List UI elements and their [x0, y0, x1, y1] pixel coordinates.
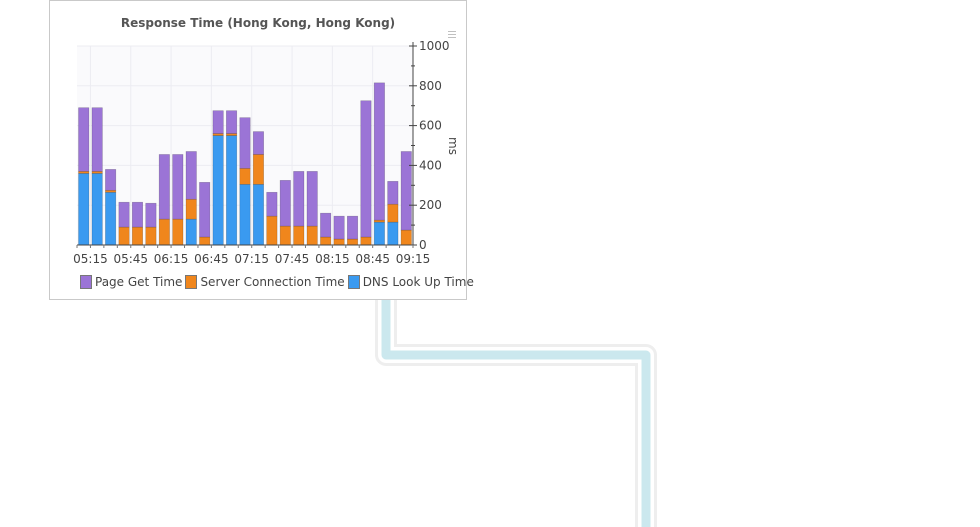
bar-page-get-time[interactable] — [400, 151, 412, 231]
bar-server-connection-time[interactable] — [387, 203, 399, 223]
chart-menu-icon[interactable] — [448, 31, 456, 39]
y-tick-label: 0 — [419, 238, 427, 252]
y-tick-label: 400 — [419, 158, 442, 172]
bar-page-get-time[interactable] — [145, 202, 157, 228]
bar-page-get-time[interactable] — [346, 215, 359, 240]
bar-dns-look-up-time[interactable] — [373, 221, 385, 246]
bar-page-get-time[interactable] — [333, 215, 345, 240]
x-tick-label: 07:15 — [234, 252, 269, 266]
bar-server-connection-time[interactable] — [360, 236, 372, 246]
bar-page-get-time[interactable] — [118, 201, 130, 228]
bar-server-connection-time[interactable] — [131, 226, 144, 246]
bar-dns-look-up-time[interactable] — [185, 218, 197, 246]
legend-swatch-server-connection — [185, 275, 198, 289]
bar-page-get-time[interactable] — [158, 154, 170, 220]
x-tick-label: 08:15 — [315, 252, 350, 266]
x-tick-label: 09:15 — [396, 252, 431, 266]
bar-server-connection-time[interactable] — [185, 198, 197, 220]
legend-label-server-connection: Server Connection Time — [200, 275, 345, 289]
bar-page-get-time[interactable] — [360, 100, 372, 238]
bar-dns-look-up-time[interactable] — [387, 221, 399, 246]
bar-page-get-time[interactable] — [373, 82, 385, 221]
bar-server-connection-time[interactable] — [400, 229, 412, 246]
legend-item-page-get-time[interactable]: Page Get Time — [80, 275, 182, 289]
bar-server-connection-time[interactable] — [199, 236, 211, 246]
bar-page-get-time[interactable] — [105, 169, 117, 191]
bar-page-get-time[interactable] — [226, 110, 238, 134]
bar-server-connection-time[interactable] — [172, 218, 184, 246]
bar-page-get-time[interactable] — [212, 110, 224, 134]
bar-server-connection-time[interactable] — [252, 154, 264, 185]
chart-plot: 0 200 400 600 800 1000 ms 05:15 05:45 06:15 06:45 0… — [73, 39, 460, 266]
bar-page-get-time[interactable] — [199, 182, 211, 238]
bar-dns-look-up-time[interactable] — [105, 191, 117, 246]
bar-dns-look-up-time[interactable] — [91, 173, 103, 246]
legend-label-page-get: Page Get Time — [95, 275, 183, 289]
bar-page-get-time[interactable] — [78, 107, 90, 172]
bar-dns-look-up-time[interactable] — [239, 184, 251, 246]
x-tick-label: 06:45 — [194, 252, 229, 266]
y-axis-unit-label: ms — [446, 137, 460, 155]
bar-server-connection-time[interactable] — [279, 225, 291, 246]
bar-page-get-time[interactable] — [306, 171, 318, 227]
bar-dns-look-up-time[interactable] — [252, 184, 264, 246]
chart-title: Response Time (Hong Kong, Hong Kong) — [120, 16, 396, 30]
bar-server-connection-time[interactable] — [118, 226, 130, 246]
x-tick-label: 05:15 — [73, 252, 108, 266]
legend-item-server-connection-time[interactable]: Server Connection Time — [185, 275, 345, 289]
bar-page-get-time[interactable] — [172, 154, 184, 220]
x-tick-label: 08:45 — [355, 252, 390, 266]
bar-page-get-time[interactable] — [91, 107, 103, 172]
bar-page-get-time[interactable] — [131, 201, 144, 228]
legend-swatch-dns-lookup — [347, 275, 360, 289]
bar-server-connection-time[interactable] — [266, 215, 278, 246]
response-time-chart-panel: Response Time (Hong Kong, Hong Kong) 0 20… — [49, 0, 474, 300]
bar-page-get-time[interactable] — [185, 151, 197, 200]
bar-page-get-time[interactable] — [293, 171, 305, 227]
x-tick-label: 06:15 — [154, 252, 189, 266]
bar-dns-look-up-time[interactable] — [226, 135, 238, 246]
chart-legend: Page Get Time Server Connection Time DNS… — [80, 273, 477, 291]
bar-page-get-time[interactable] — [252, 131, 264, 155]
legend-label-dns-lookup: DNS Look Up Time — [362, 275, 474, 289]
bar-dns-look-up-time[interactable] — [78, 173, 90, 246]
y-tick-label: 1000 — [419, 39, 450, 53]
bar-server-connection-time[interactable] — [158, 218, 170, 246]
bar-page-get-time[interactable] — [266, 191, 278, 217]
bar-server-connection-time[interactable] — [346, 238, 359, 246]
bar-page-get-time[interactable] — [239, 117, 251, 169]
bar-server-connection-time[interactable] — [293, 225, 305, 246]
y-tick-label: 800 — [419, 79, 442, 93]
y-tick-label: 200 — [419, 198, 442, 212]
legend-item-dns-look-up-time[interactable]: DNS Look Up Time — [347, 275, 474, 289]
bar-page-get-time[interactable] — [387, 181, 399, 205]
bar-server-connection-time[interactable] — [306, 225, 318, 246]
bar-server-connection-time[interactable] — [239, 168, 251, 185]
bar-server-connection-time[interactable] — [333, 238, 345, 246]
bar-server-connection-time[interactable] — [145, 226, 157, 246]
y-tick-label: 600 — [419, 119, 442, 133]
bar-page-get-time[interactable] — [279, 180, 291, 227]
bar-server-connection-time[interactable] — [320, 236, 332, 246]
x-tick-label: 05:45 — [113, 252, 148, 266]
bar-page-get-time[interactable] — [320, 212, 332, 238]
x-tick-label: 07:45 — [275, 252, 310, 266]
legend-swatch-page-get — [80, 275, 92, 289]
bar-dns-look-up-time[interactable] — [212, 135, 224, 246]
